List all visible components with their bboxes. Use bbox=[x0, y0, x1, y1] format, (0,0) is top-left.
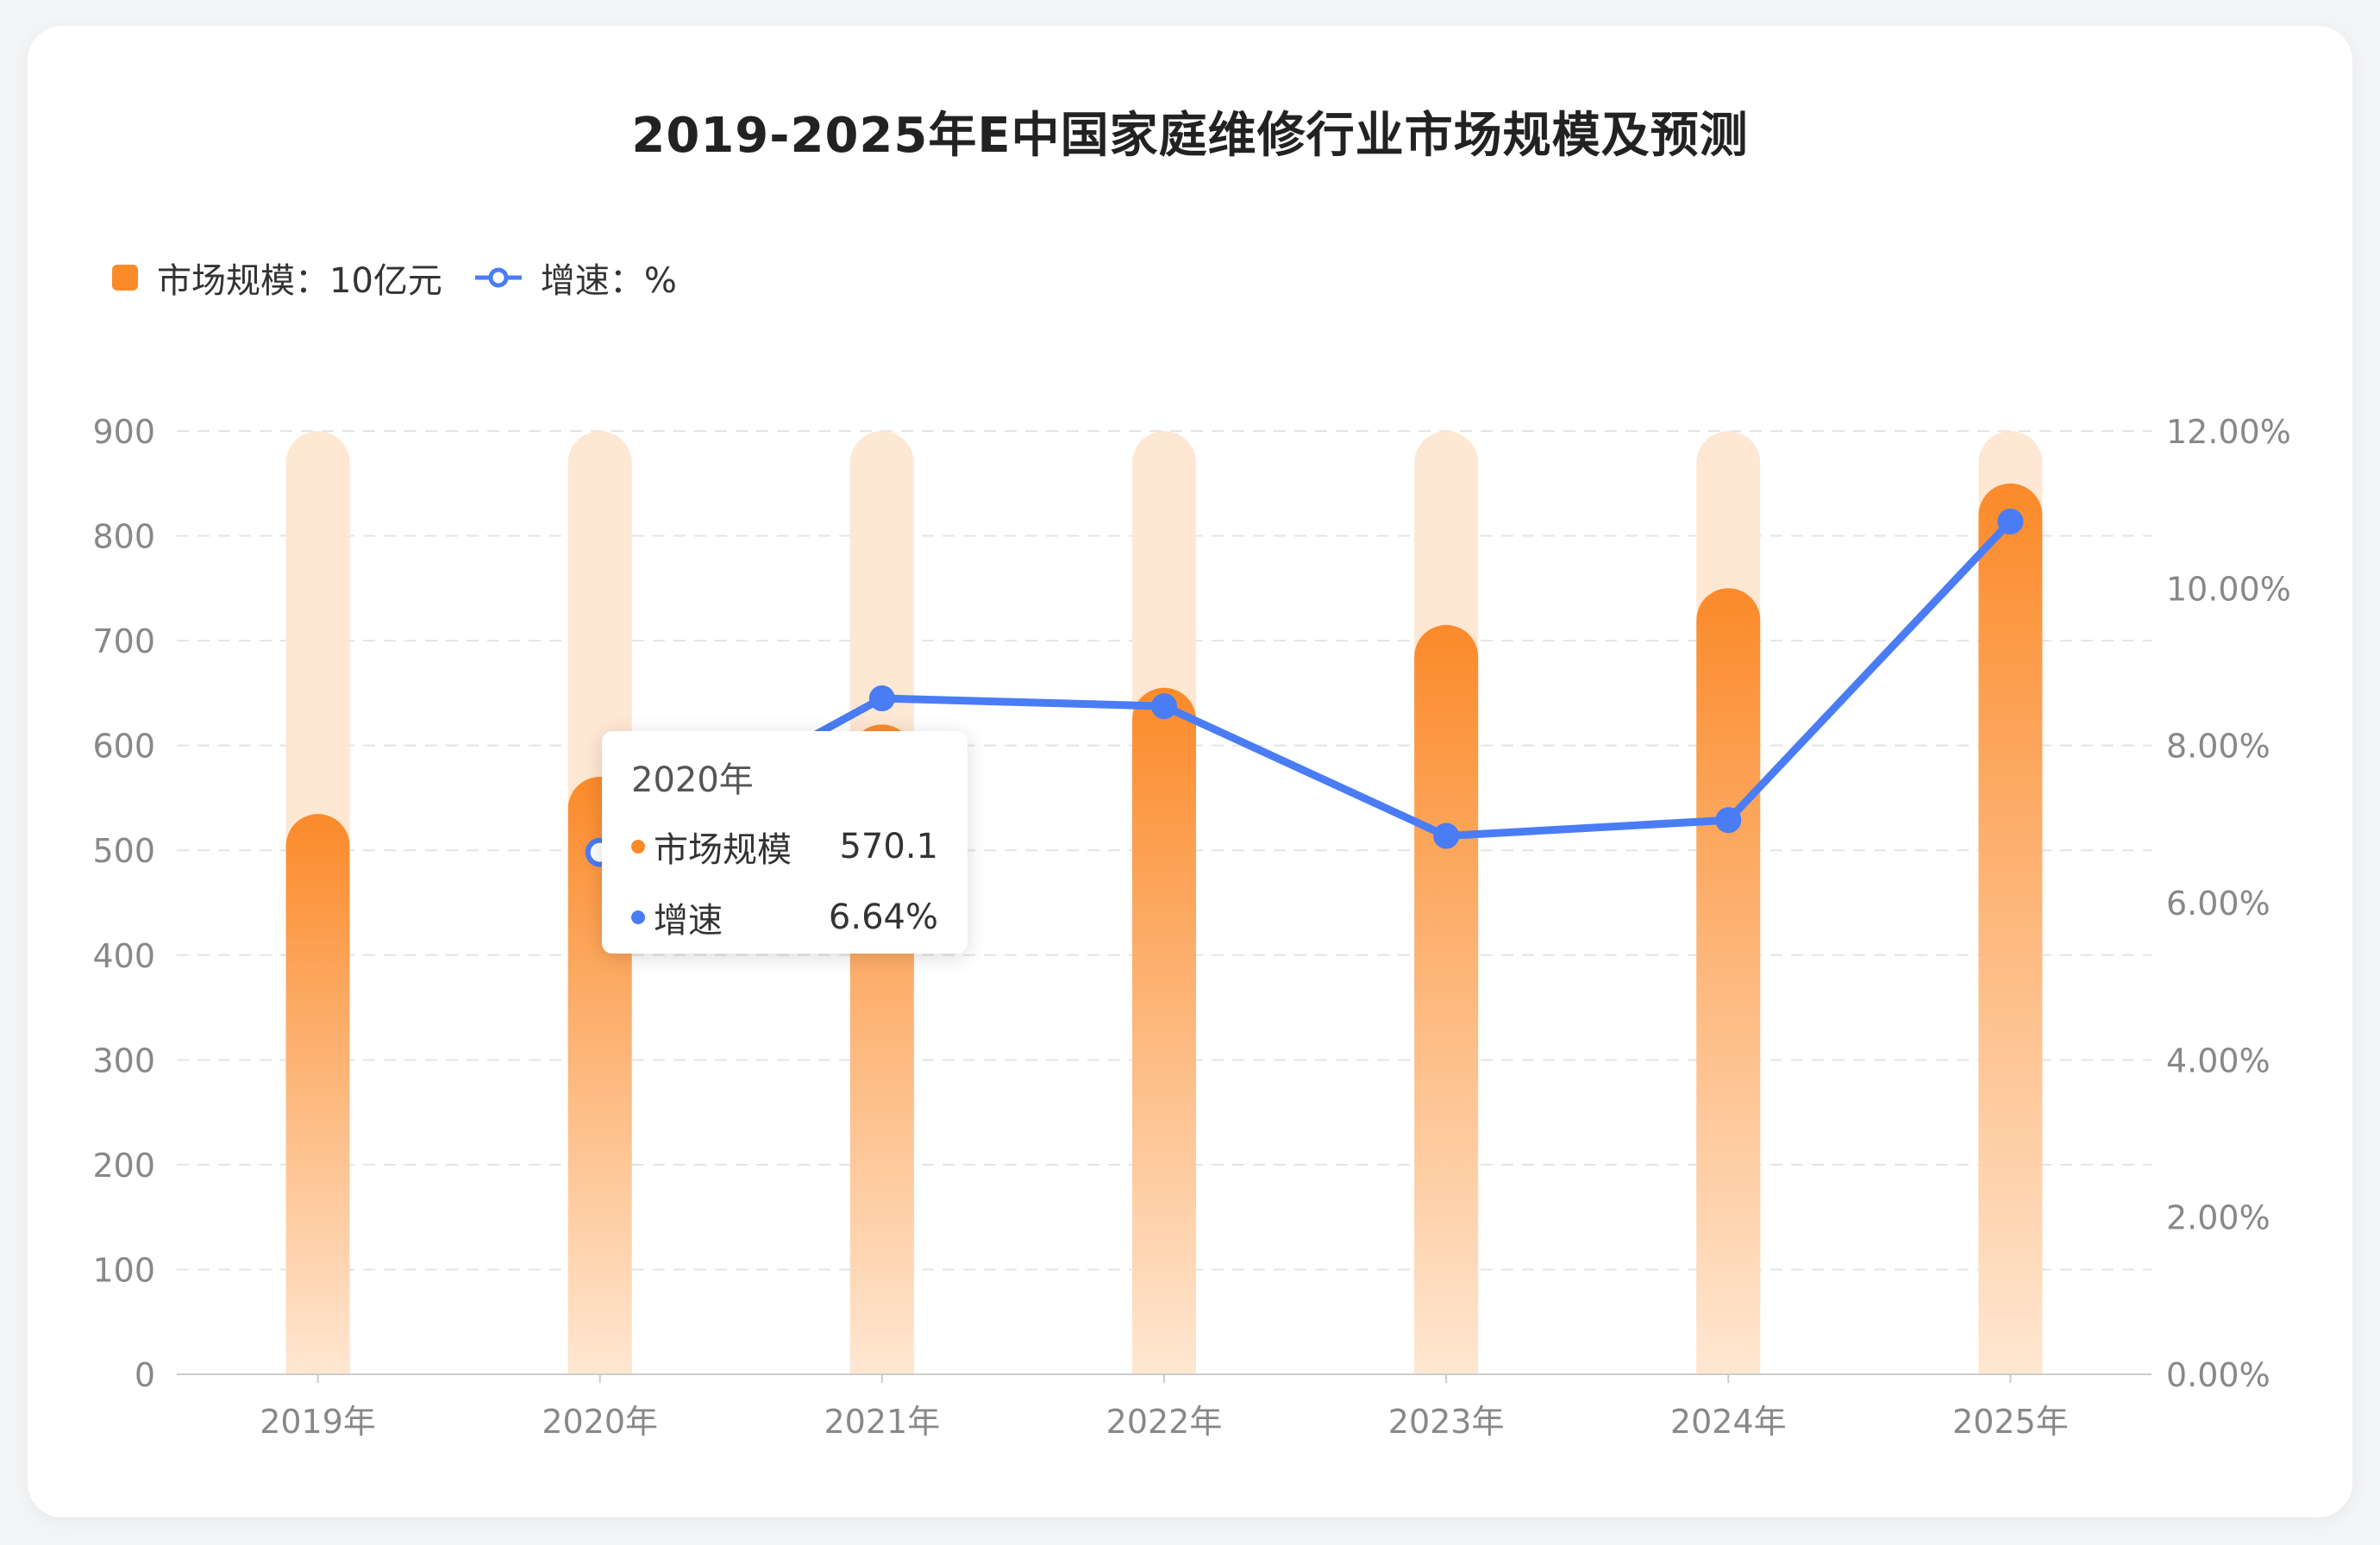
y-left-tick-label: 400 bbox=[92, 937, 155, 975]
x-tick-label: 2021年 bbox=[824, 1403, 940, 1441]
y-right-tick-label: 0.00% bbox=[2166, 1356, 2270, 1394]
y-left-tick-label: 800 bbox=[92, 518, 155, 556]
tooltip-name-market-size: 市场规模 bbox=[654, 830, 792, 870]
chart-title: 2019-2025年E中国家庭维修行业市场规模及预测 bbox=[631, 108, 1749, 164]
y-right-tick-label: 12.00% bbox=[2166, 413, 2291, 451]
growth-point bbox=[1433, 823, 1460, 849]
x-tick-label: 2024年 bbox=[1670, 1403, 1787, 1441]
tooltip-dot-market-size bbox=[631, 840, 645, 854]
tooltip-value-market-size: 570.1 bbox=[839, 827, 938, 866]
growth-point bbox=[1997, 508, 2024, 535]
legend-item-growth[interactable]: 增速：% bbox=[473, 253, 677, 303]
chart-tooltip: 2020年 市场规模 570.1 增速 6.64% bbox=[602, 731, 968, 954]
growth-point bbox=[868, 685, 895, 711]
y-right-tick-label: 8.00% bbox=[2166, 728, 2270, 766]
y-left-tick-label: 500 bbox=[92, 832, 155, 870]
x-tick-label: 2019年 bbox=[260, 1403, 376, 1441]
bar bbox=[1132, 687, 1196, 1374]
y-right-tick-label: 2.00% bbox=[2166, 1199, 2270, 1237]
y-left-tick-label: 300 bbox=[92, 1041, 155, 1079]
growth-point bbox=[1715, 807, 1742, 834]
tooltip-row-market-size: 市场规模 570.1 bbox=[631, 821, 938, 873]
y-right-tick-label: 10.00% bbox=[2166, 570, 2291, 608]
y-left-tick-label: 600 bbox=[92, 728, 155, 766]
bar bbox=[1978, 483, 2043, 1374]
tooltip-dot-growth bbox=[631, 910, 645, 924]
x-tick-label: 2022年 bbox=[1106, 1403, 1223, 1441]
y-left-tick-label: 0 bbox=[135, 1356, 155, 1394]
growth-line bbox=[596, 517, 2014, 857]
growth-point bbox=[1151, 693, 1177, 720]
y-left-tick-label: 100 bbox=[92, 1251, 155, 1289]
tooltip-title: 2020年 bbox=[631, 760, 754, 800]
y-right-tick-label: 6.00% bbox=[2166, 885, 2270, 923]
legend-item-market-size[interactable]: 市场规模：10亿元 bbox=[112, 253, 442, 303]
bar bbox=[1696, 588, 1761, 1374]
legend-bar-swatch bbox=[112, 265, 138, 291]
legend-label-growth: 增速：% bbox=[540, 261, 677, 301]
y-left-tick-label: 700 bbox=[92, 622, 155, 660]
chart-legend: 市场规模：10亿元 增速：% bbox=[112, 252, 708, 303]
tooltip-row-growth: 增速 6.64% bbox=[631, 891, 938, 943]
bar bbox=[1414, 624, 1479, 1374]
y-right-tick-label: 4.00% bbox=[2166, 1041, 2270, 1079]
legend-line-swatch bbox=[474, 267, 522, 288]
bar bbox=[285, 814, 350, 1374]
x-tick-label: 2025年 bbox=[1952, 1403, 2069, 1441]
x-tick-label: 2023年 bbox=[1388, 1403, 1505, 1441]
y-left-tick-label: 900 bbox=[92, 413, 155, 451]
tooltip-value-growth: 6.64% bbox=[828, 898, 938, 937]
tooltip-name-growth: 增速 bbox=[654, 901, 723, 941]
legend-label-market-size: 市场规模：10亿元 bbox=[157, 261, 442, 301]
x-tick-label: 2020年 bbox=[542, 1403, 658, 1441]
y-left-tick-label: 200 bbox=[92, 1147, 155, 1185]
